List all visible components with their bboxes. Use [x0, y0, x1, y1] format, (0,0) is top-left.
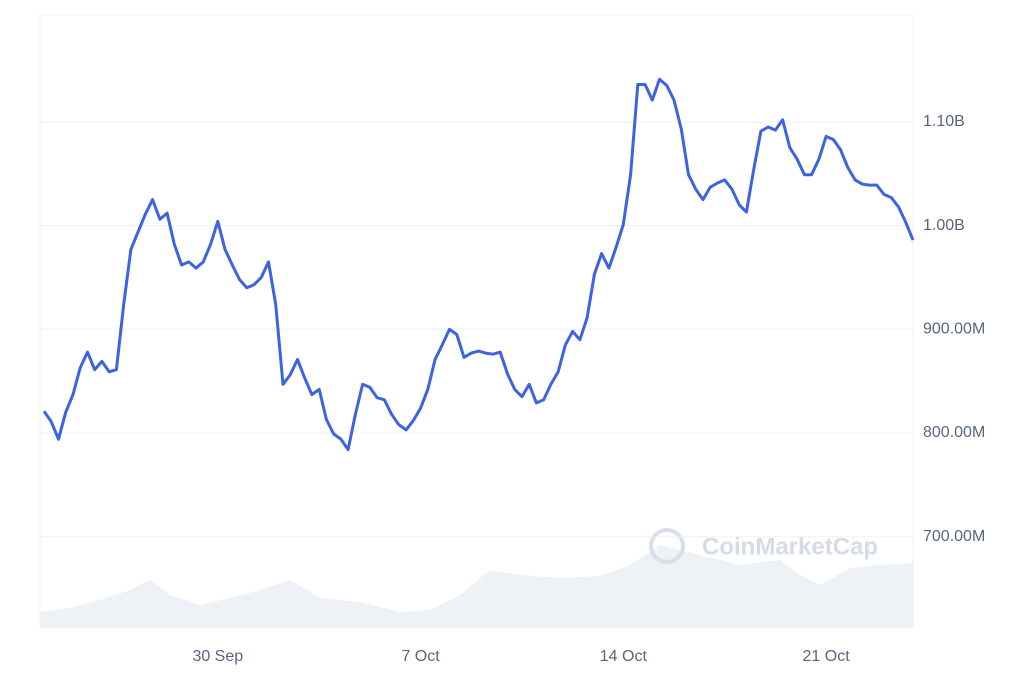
x-tick-label: 7 Oct: [401, 648, 440, 665]
volume-area: [40, 545, 913, 628]
y-tick-label: 1.00B: [923, 217, 965, 234]
x-tick-label: 21 Oct: [803, 648, 851, 665]
x-tick-label: 14 Oct: [600, 648, 648, 665]
x-tick-label: 30 Sep: [192, 648, 243, 665]
watermark-text: CoinMarketCap: [702, 533, 878, 560]
watermark-logo: [649, 528, 685, 564]
price-line: [42, 77, 915, 452]
y-tick-label: 800.00M: [923, 424, 985, 441]
y-tick-label: 700.00M: [923, 528, 985, 545]
watermark: CoinMarketCap: [649, 528, 878, 564]
y-tick-label: 1.10B: [923, 113, 965, 130]
y-tick-label: 900.00M: [923, 320, 985, 337]
